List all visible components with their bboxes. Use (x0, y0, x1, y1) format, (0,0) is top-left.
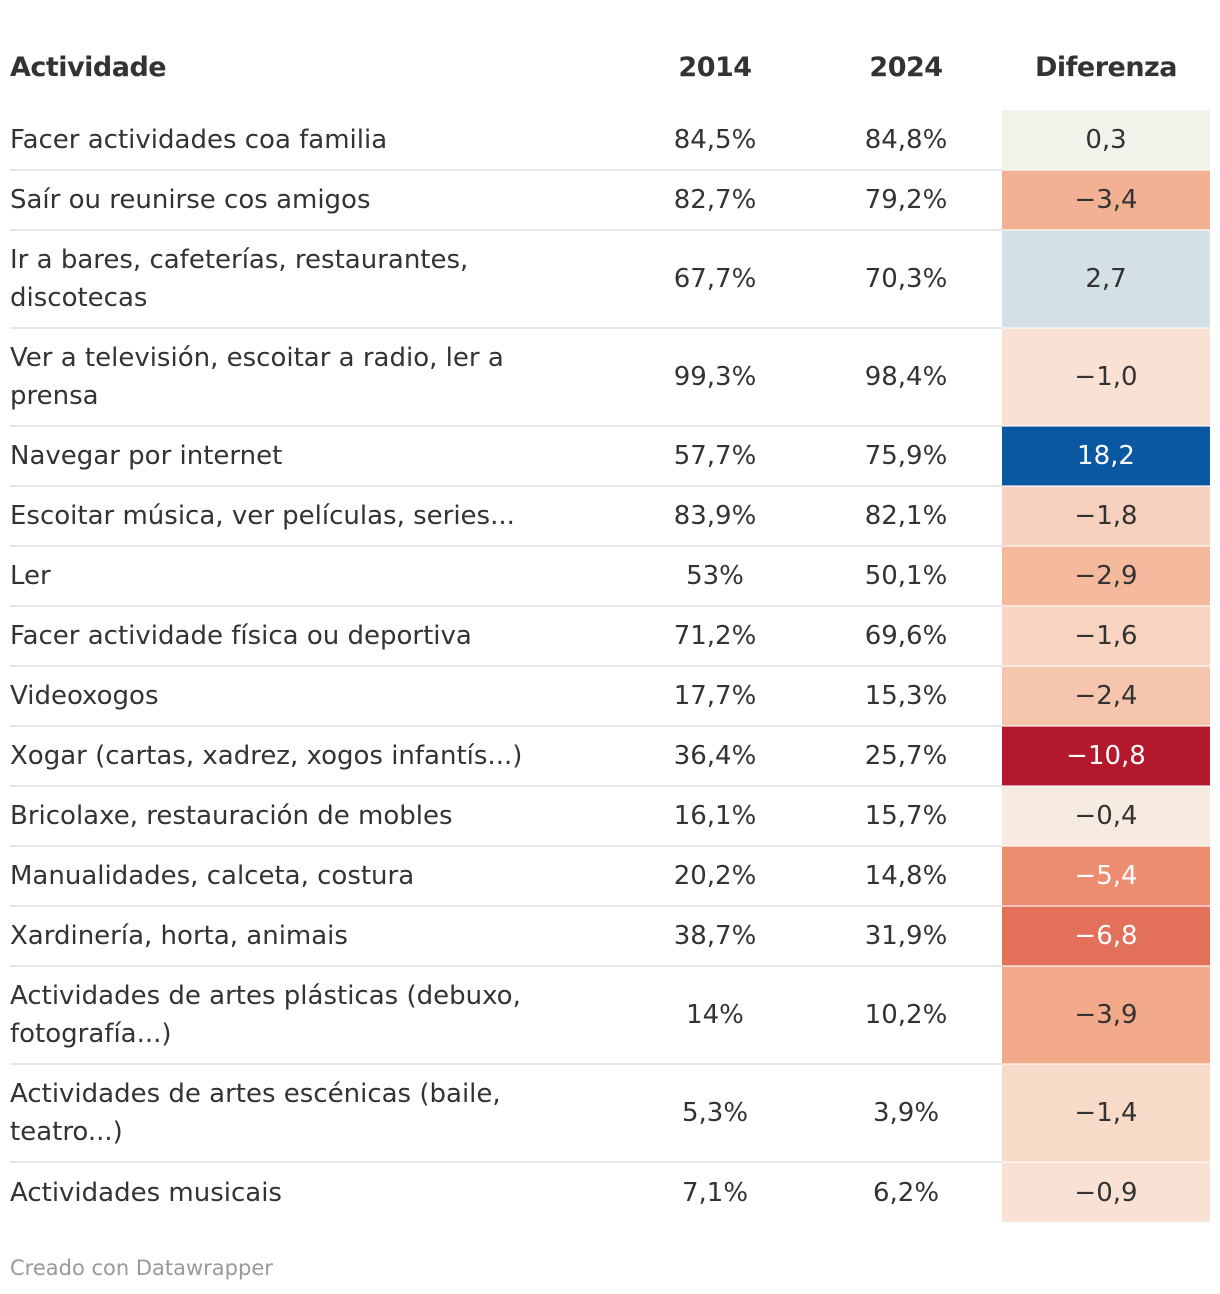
cell-2024: 75,9% (810, 425, 1002, 486)
cell-activity: Saír ou reunirse cos amigos (10, 169, 620, 230)
cell-2024: 69,6% (810, 605, 1002, 666)
cell-difference: −0,9 (1002, 1161, 1210, 1222)
cell-difference: −1,8 (1002, 485, 1210, 546)
cell-2014: 84,5% (673, 124, 757, 155)
cell-2014: 53% (620, 545, 810, 606)
cell-2024: 14,8% (810, 845, 1002, 906)
cell-2014: 57,7% (620, 425, 810, 486)
cell-2024: 98,4% (810, 327, 1002, 426)
cell-difference: −3,4 (1002, 169, 1210, 230)
table-row: Escoitar música, ver películas, series..… (10, 485, 1210, 546)
cell-difference: −0,4 (1002, 785, 1210, 846)
cell-activity: Videoxogos (10, 665, 620, 726)
table-row: Videoxogos 17,7% 15,3% −2,4 (10, 665, 1210, 726)
cell-activity: Xardinería, horta, animais (10, 905, 620, 966)
cell-activity: Bricolaxe, restauración de mobles (10, 785, 620, 846)
cell-difference: −3,9 (1002, 965, 1210, 1064)
cell-difference: −10,8 (1002, 725, 1210, 786)
cell-activity: Actividades de artes plásticas (debuxo, … (10, 965, 620, 1064)
cell-2024: 70,3% (810, 229, 1002, 328)
cell-activity: Facer actividade física ou deportiva (10, 605, 620, 666)
cell-2024: 15,7% (810, 785, 1002, 846)
table-row: Xardinería, horta, animais 38,7% 31,9% −6,8 (10, 905, 1210, 966)
cell-activity: Facer actividades coa familia (10, 124, 388, 155)
cell-activity: Actividades de artes escénicas (baile, t… (10, 1063, 620, 1162)
cell-difference: −2,9 (1002, 545, 1210, 606)
cell-2024: 6,2% (810, 1161, 1002, 1222)
cell-difference: −6,8 (1002, 905, 1210, 966)
cell-2024: 10,2% (810, 965, 1002, 1064)
cell-2014: 16,1% (620, 785, 810, 846)
column-header-activity[interactable]: Actividade (10, 51, 167, 83)
cell-difference: 2,7 (1002, 229, 1210, 328)
cell-2014: 38,7% (620, 905, 810, 966)
cell-activity: Ler (10, 545, 620, 606)
cell-2014: 5,3% (620, 1063, 810, 1162)
table-body: Facer actividades coa familia 84,5% 84,8% 0… (10, 110, 1210, 1222)
datawrapper-credit[interactable]: Creado con Datawrapper (10, 1256, 273, 1280)
cell-2024: 50,1% (810, 545, 1002, 606)
header-row: Actividade 2014 2024 Diferenza (10, 30, 1210, 110)
table-row: Xogar (cartas, xadrez, xogos infantís...… (10, 725, 1210, 786)
cell-activity: Escoitar música, ver películas, series..… (10, 485, 620, 546)
activities-table: Actividade 2014 2024 Diferenza Facer act… (10, 30, 1210, 1222)
data-table-container: Actividade 2014 2024 Diferenza Facer act… (10, 30, 1210, 1222)
column-header-2024[interactable]: 2024 (869, 51, 943, 83)
table-row: Facer actividade física ou deportiva 71,2… (10, 605, 1210, 666)
table-row: Ir a bares, cafeterías, restaurantes, di… (10, 229, 1210, 328)
column-header-2014[interactable]: 2014 (678, 51, 752, 83)
column-header-difference[interactable]: Diferenza (1034, 51, 1178, 83)
cell-2014: 83,9% (620, 485, 810, 546)
cell-activity: Xogar (cartas, xadrez, xogos infantís...… (10, 725, 620, 786)
cell-difference: −1,4 (1002, 1063, 1210, 1162)
cell-2014: 82,7% (620, 169, 810, 230)
cell-2024: 31,9% (810, 905, 1002, 966)
cell-2024: 82,1% (810, 485, 1002, 546)
cell-2024: 15,3% (810, 665, 1002, 726)
cell-difference: −1,0 (1002, 327, 1210, 426)
cell-activity: Navegar por internet (10, 425, 620, 486)
cell-2024: 25,7% (810, 725, 1002, 786)
table-row: Ver a televisión, escoitar a radio, ler … (10, 327, 1210, 426)
cell-activity: Ir a bares, cafeterías, restaurantes, di… (10, 229, 620, 328)
cell-2014: 14% (620, 965, 810, 1064)
cell-2014: 7,1% (620, 1161, 810, 1222)
table-row: Manualidades, calceta, costura 20,2% 14,8%… (10, 845, 1210, 906)
cell-2024: 84,8% (864, 124, 948, 155)
table-row: Ler 53% 50,1% −2,9 (10, 545, 1210, 606)
cell-difference: 18,2 (1002, 425, 1210, 486)
cell-difference: −2,4 (1002, 665, 1210, 726)
cell-activity: Actividades musicais (10, 1161, 620, 1222)
table-row: Saír ou reunirse cos amigos 82,7% 79,2% −3,… (10, 169, 1210, 230)
cell-activity: Manualidades, calceta, costura (10, 845, 620, 906)
cell-2014: 71,2% (620, 605, 810, 666)
table-row: Facer actividades coa familia 84,5% 84,8% 0… (10, 110, 1210, 170)
table-header: Actividade 2014 2024 Diferenza (10, 30, 1210, 110)
cell-2014: 67,7% (620, 229, 810, 328)
cell-difference: −5,4 (1002, 845, 1210, 906)
cell-difference: 0,3 (1002, 110, 1210, 170)
cell-2024: 3,9% (810, 1063, 1002, 1162)
cell-difference: −1,6 (1002, 605, 1210, 666)
cell-2014: 20,2% (620, 845, 810, 906)
table-row: Actividades musicais 7,1% 6,2% −0,9 (10, 1161, 1210, 1222)
table-row: Actividades de artes escénicas (baile, t… (10, 1063, 1210, 1162)
cell-2014: 99,3% (620, 327, 810, 426)
table-row: Bricolaxe, restauración de mobles 16,1% 15… (10, 785, 1210, 846)
cell-2014: 17,7% (620, 665, 810, 726)
cell-activity: Ver a televisión, escoitar a radio, ler … (10, 327, 620, 426)
cell-2014: 36,4% (620, 725, 810, 786)
table-row: Navegar por internet 57,7% 75,9% 18,2 (10, 425, 1210, 486)
cell-2024: 79,2% (810, 169, 1002, 230)
table-row: Actividades de artes plásticas (debuxo, … (10, 965, 1210, 1064)
